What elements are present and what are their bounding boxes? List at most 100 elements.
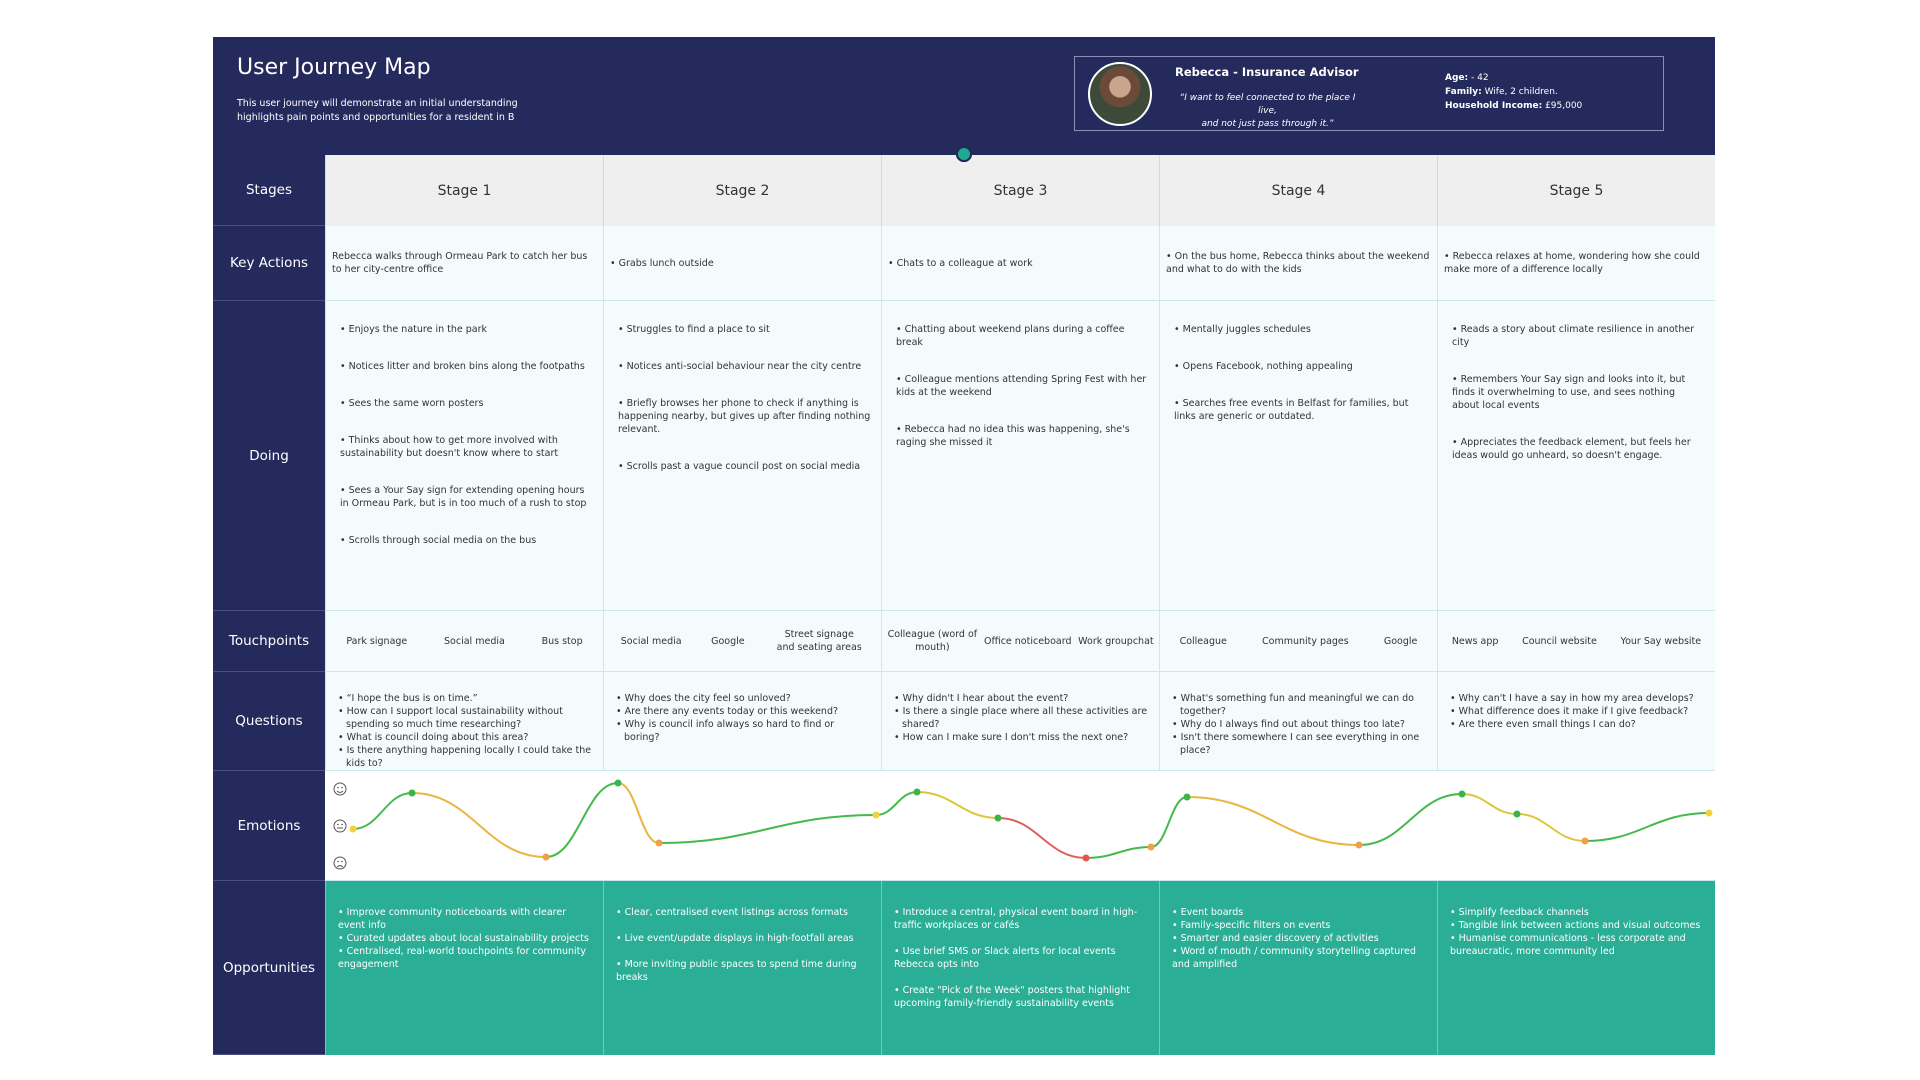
row-label: Touchpoints bbox=[213, 611, 325, 672]
opportunity-item: • Event boards bbox=[1172, 907, 1244, 918]
doing-item: • Chatting about weekend plans during a … bbox=[896, 324, 1125, 348]
emotion-curve bbox=[1516, 813, 1586, 842]
stage-label: Stage 5 bbox=[1549, 182, 1604, 199]
doing-item: • Opens Facebook, nothing appealing bbox=[1174, 361, 1353, 372]
row-label: Key Actions bbox=[213, 226, 325, 301]
quote-line: “I want to feel connected to the place I… bbox=[1179, 93, 1356, 116]
key-action: • Rebecca relaxes at home, wondering how… bbox=[1437, 226, 1715, 301]
emotion-curve bbox=[411, 792, 547, 858]
doing-item: • Enjoys the nature in the park bbox=[340, 324, 487, 335]
question-item: • Why didn't I hear about the event? bbox=[894, 693, 1069, 704]
question-cell: • Why does the city feel so unloved? • Ar… bbox=[603, 672, 881, 771]
question-item: • Isn't there somewhere I can see everyt… bbox=[1172, 732, 1420, 756]
question-cell: • What's something fun and meaningful we… bbox=[1159, 672, 1437, 771]
persona-details: Age: - 42 Family: Wife, 2 children. Househ… bbox=[1445, 71, 1582, 113]
doing-cell: • Enjoys the nature in the park • Notices… bbox=[325, 301, 603, 611]
emotion-point bbox=[1581, 837, 1589, 845]
doing-item: • Sees a Your Say sign for extending ope… bbox=[340, 485, 587, 509]
detail-value: £95,000 bbox=[1542, 101, 1583, 111]
emotion-point bbox=[1705, 809, 1713, 817]
doing-item: • Scrolls through social media on the bu… bbox=[340, 535, 537, 546]
opportunity-cell: • Improve community noticeboards with cl… bbox=[325, 881, 603, 1055]
emotion-point bbox=[994, 814, 1002, 822]
doing-item: • Notices anti-social behaviour near the… bbox=[618, 361, 862, 372]
journey-map: User Journey Map This user journey will … bbox=[213, 37, 1715, 1055]
description-line: This user journey will demonstrate an in… bbox=[237, 98, 518, 109]
emotion-curve bbox=[1150, 796, 1188, 848]
emotion-curve bbox=[1358, 793, 1463, 846]
opportunity-item: • Use brief SMS or Slack alerts for loca… bbox=[894, 946, 1116, 970]
detail-value: - 42 bbox=[1468, 73, 1489, 83]
stage-label: Stage 3 bbox=[993, 182, 1048, 199]
touchpoint-cell: Social media Google Street signage and sea… bbox=[603, 611, 881, 672]
doing-item: • Rebecca had no idea this was happening… bbox=[896, 424, 1130, 448]
question-item: • What is council doing about this area? bbox=[338, 732, 529, 743]
description: This user journey will demonstrate an in… bbox=[237, 97, 518, 125]
stage-cell: Stage 2 bbox=[603, 146, 972, 226]
opportunity-item: • Improve community noticeboards with cl… bbox=[338, 907, 567, 931]
emotion-face bbox=[333, 856, 347, 870]
row-label: Stages bbox=[213, 155, 325, 226]
emotion-point bbox=[1147, 843, 1155, 851]
doing-item: • Mentally juggles schedules bbox=[1174, 324, 1311, 335]
emotion-point bbox=[1458, 790, 1466, 798]
emotion-curve bbox=[875, 791, 918, 816]
opportunity-item: • More inviting public spaces to spend t… bbox=[616, 959, 857, 983]
key-action: Rebecca walks through Ormeau Park to cat… bbox=[325, 226, 603, 301]
emotion-curve bbox=[617, 782, 660, 844]
opportunity-item: • Smarter and easier discovery of activi… bbox=[1172, 933, 1379, 944]
touchpoint: Park signage bbox=[346, 635, 408, 647]
stage-label: Stage 4 bbox=[1271, 182, 1326, 199]
persona-card: Rebecca - Insurance Advisor “I want to f… bbox=[1074, 56, 1664, 131]
emotion-point bbox=[408, 789, 416, 797]
key-action: • Chats to a colleague at work bbox=[881, 226, 1159, 301]
opportunity-item: • Clear, centralised event listings acro… bbox=[616, 907, 848, 918]
emotion-point bbox=[872, 811, 880, 819]
opportunity-item: • Simplify feedback channels bbox=[1450, 907, 1589, 918]
touchpoint: Social media bbox=[444, 635, 505, 647]
row-label: Opportunities bbox=[213, 881, 325, 1055]
opportunity-item: • Create "Pick of the Week" posters that… bbox=[894, 985, 1131, 1009]
question-item: • Are there any events today or this wee… bbox=[616, 706, 839, 717]
detail-value: Wife, 2 children. bbox=[1481, 87, 1558, 97]
touchpoint: Community pages bbox=[1262, 635, 1349, 647]
touchpoint-cell: Park signage Social media Bus stop bbox=[325, 611, 603, 672]
question-cell: • Why didn't I hear about the event? • Is… bbox=[881, 672, 1159, 771]
row-label: Questions bbox=[213, 672, 325, 771]
doing-cell: • Mentally juggles schedules • Opens Face… bbox=[1159, 301, 1437, 611]
question-item: • Why is council info always so hard to … bbox=[616, 719, 835, 743]
emotion-point bbox=[1183, 793, 1191, 801]
touchpoint: Bus stop bbox=[541, 635, 583, 647]
row-label: Emotions bbox=[213, 771, 325, 881]
emotion-point bbox=[913, 788, 921, 796]
question-cell: • “I hope the bus is on time.” • How can … bbox=[325, 672, 603, 771]
row-label: Doing bbox=[213, 301, 325, 611]
stage-cell: Stage 4 bbox=[956, 146, 1437, 226]
detail-label: Age: bbox=[1445, 73, 1469, 83]
emotion-point bbox=[1355, 841, 1363, 849]
doing-item: • Briefly browses her phone to check if … bbox=[618, 398, 871, 435]
description-line: highlights pain points and opportunities… bbox=[237, 112, 515, 123]
question-item: • Why do I always find out about things … bbox=[1172, 719, 1405, 730]
stage-cell: Stage 3 bbox=[881, 146, 1159, 226]
doing-item: • Remembers Your Say sign and looks into… bbox=[1452, 374, 1686, 411]
emotion-curve bbox=[658, 814, 877, 844]
emotion-curve bbox=[997, 817, 1087, 859]
question-item: • Is there a single place where all thes… bbox=[894, 706, 1148, 730]
question-item: • How can I support local sustainability… bbox=[338, 706, 563, 730]
emotion-point bbox=[542, 853, 550, 861]
stage-label: Stage 2 bbox=[715, 182, 770, 199]
persona-quote: “I want to feel connected to the place I… bbox=[1175, 92, 1360, 131]
emotion-curve bbox=[1186, 796, 1360, 846]
opportunity-item: • Tangible link between actions and visu… bbox=[1450, 920, 1701, 931]
question-item: • How can I make sure I don't miss the n… bbox=[894, 732, 1129, 743]
touchpoint: Colleague (word of mouth) bbox=[887, 629, 978, 653]
stage-cell: Stage 1 bbox=[325, 146, 972, 226]
doing-cell: • Chatting about weekend plans during a … bbox=[881, 301, 1159, 611]
stage-dot bbox=[956, 146, 972, 162]
doing-item: • Appreciates the feedback element, but … bbox=[1452, 437, 1691, 461]
detail-row: Age: - 42 bbox=[1445, 71, 1582, 85]
emotion-curve bbox=[1584, 812, 1710, 842]
emotion-point bbox=[1082, 854, 1090, 862]
